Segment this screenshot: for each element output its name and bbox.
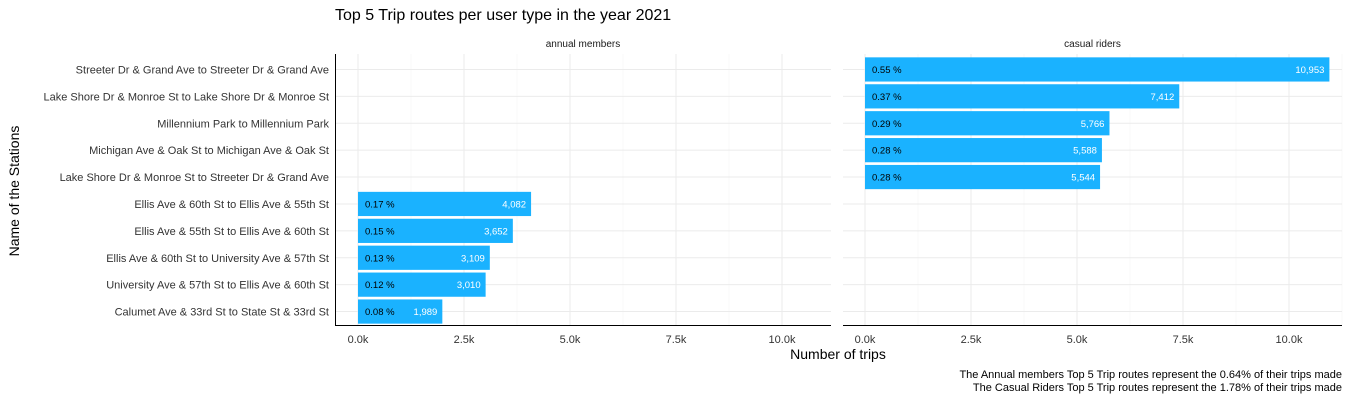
bar-percent-label: 0.12 % xyxy=(365,280,395,291)
bar-value-label: 3,109 xyxy=(461,253,485,264)
x-tick-label: 7.5k xyxy=(666,334,687,346)
y-tick-label-2: Millennium Park to Millennium Park xyxy=(157,118,329,130)
bar-percent-label: 0.29 % xyxy=(872,119,902,130)
y-tick-label-4: Lake Shore Dr & Monroe St to Streeter Dr… xyxy=(60,172,329,184)
x-tick-label: 0.0k xyxy=(348,334,369,346)
y-tick-label-5: Ellis Ave & 60th St to Ellis Ave & 55th … xyxy=(134,199,329,211)
bar-percent-label: 0.13 % xyxy=(365,253,395,264)
bar-lake-shore-dr-monroe-st-to-lake-shore-dr-monroe-st xyxy=(865,84,1180,109)
bar-percent-label: 0.15 % xyxy=(365,226,395,237)
bar-value-label: 4,082 xyxy=(502,199,526,210)
x-tick-label: 2.5k xyxy=(961,334,982,346)
bar-calumet-ave-33rd-st-to-state-st-33rd-st xyxy=(358,299,443,324)
y-tick-label-0: Streeter Dr & Grand Ave to Streeter Dr &… xyxy=(76,64,329,76)
x-tick-label: 7.5k xyxy=(1173,334,1194,346)
panel-strip-label: casual riders xyxy=(1064,39,1121,50)
bar-value-label: 7,412 xyxy=(1150,92,1174,103)
bar-ellis-ave-60th-st-to-university-ave-57th-st xyxy=(358,245,490,270)
y-tick-label-9: Calumet Ave & 33rd St to State St & 33rd… xyxy=(115,307,329,319)
caption-casual-riders: The Casual Riders Top 5 Trip routes repr… xyxy=(973,382,1342,394)
bar-ellis-ave-55th-st-to-ellis-ave-60th-st xyxy=(358,218,513,243)
y-tick-label-7: Ellis Ave & 60th St to University Ave & … xyxy=(106,253,329,265)
y-tick-label-3: Michigan Ave & Oak St to Michigan Ave & … xyxy=(89,145,329,157)
y-axis-title: Name of the Stations xyxy=(6,126,22,257)
bar-value-label: 3,010 xyxy=(457,280,481,291)
bar-value-label: 3,652 xyxy=(484,226,508,237)
bar-university-ave-57th-st-to-ellis-ave-60th-st xyxy=(358,272,486,297)
panel-annual-members: annual members 0.0k 2.5k 5.0k 7.5k 10.0k 0.17 … xyxy=(335,39,831,346)
caption-annual-members: The Annual members Top 5 Trip routes rep… xyxy=(959,369,1342,381)
panel-strip-label: annual members xyxy=(546,39,620,50)
y-tick-label-1: Lake Shore Dr & Monroe St to Lake Shore … xyxy=(43,91,329,103)
bar-lake-shore-dr-monroe-st-to-streeter-dr-grand-ave xyxy=(865,164,1101,190)
bar-percent-label: 0.28 % xyxy=(872,146,902,157)
bar-percent-label: 0.37 % xyxy=(872,92,902,103)
panel-casual-riders: casual riders 0.0k 2.5k 5.0k 7.5k 10.0k 0.55 %… xyxy=(843,39,1343,346)
panels-layer: annual members 0.0k 2.5k 5.0k 7.5k 10.0k 0.17 … xyxy=(335,39,1343,346)
bar-percent-label: 0.17 % xyxy=(365,199,395,210)
x-tick-label: 10.0k xyxy=(769,334,796,346)
x-tick-label: 0.0k xyxy=(855,334,876,346)
bar-michigan-ave-oak-st-to-michigan-ave-oak-st xyxy=(865,138,1102,163)
x-tick-label: 2.5k xyxy=(454,334,475,346)
bar-value-label: 5,588 xyxy=(1073,146,1097,157)
bar-streeter-dr-grand-ave-to-streeter-dr-grand-ave xyxy=(865,57,1330,82)
bar-value-label: 1,989 xyxy=(414,307,438,318)
y-tick-label-8: University Ave & 57th St to Ellis Ave & … xyxy=(106,280,329,292)
category-labels: Streeter Dr & Grand Ave to Streeter Dr &… xyxy=(43,64,329,318)
chart-title: Top 5 Trip routes per user type in the y… xyxy=(335,7,671,24)
bar-value-label: 10,953 xyxy=(1295,65,1324,76)
bar-value-label: 5,766 xyxy=(1081,119,1105,130)
bar-millennium-park-to-millennium-park xyxy=(865,111,1110,136)
bar-ellis-ave-60th-st-to-ellis-ave-55th-st xyxy=(358,191,532,217)
bar-percent-label: 0.55 % xyxy=(872,65,902,76)
bar-value-label: 5,544 xyxy=(1071,173,1095,184)
x-tick-label: 10.0k xyxy=(1276,334,1303,346)
bar-percent-label: 0.08 % xyxy=(365,307,395,318)
x-tick-label: 5.0k xyxy=(1067,334,1088,346)
x-axis-title: Number of trips xyxy=(790,346,886,362)
x-tick-label: 5.0k xyxy=(560,334,581,346)
y-tick-label-6: Ellis Ave & 55th St to Ellis Ave & 60th … xyxy=(134,226,329,238)
bar-percent-label: 0.28 % xyxy=(872,173,902,184)
